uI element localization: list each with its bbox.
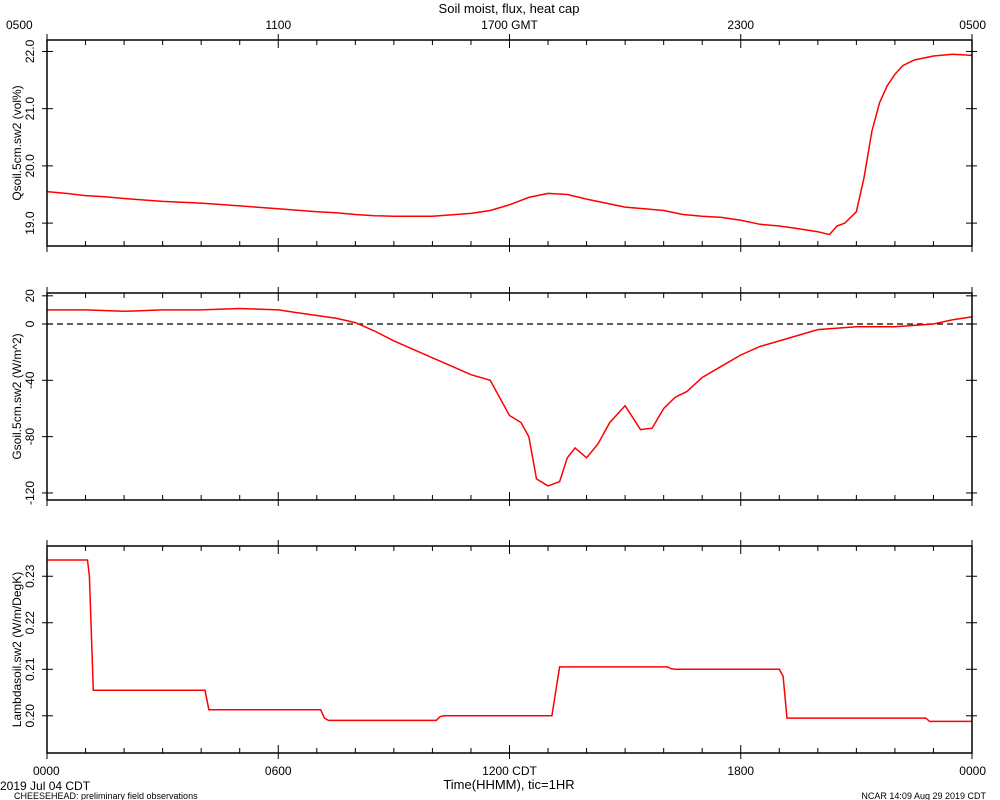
footer-note: CHEESEHEAD: preliminary field observatio… <box>14 791 198 800</box>
top-tick-label: 1100 <box>265 18 291 32</box>
chart-title: Soil moist, flux, heat cap <box>439 1 580 16</box>
panel-frame <box>46 39 973 247</box>
y-tick-label: -120 <box>23 481 37 505</box>
x-axis-label: Time(HHMM), tic=1HR <box>443 777 574 792</box>
y-tick-label: 20.0 <box>23 154 37 178</box>
y-axis-label: Gsoil.5cm.sw2 (W/m^2) <box>10 333 24 459</box>
top-tick-label: 2300 <box>727 18 754 32</box>
y-tick-label: 0.22 <box>23 611 37 635</box>
y-tick-label: 0 <box>23 320 37 327</box>
panel-2: -120 -80 -40 0 20 Gsoil.5cm.sw2 (W/m^2) <box>10 287 977 506</box>
bottom-tick-label: 0000 <box>33 764 60 778</box>
bottom-tick-label: 0600 <box>265 764 292 778</box>
y-tick-label: 19.0 <box>23 211 37 235</box>
y-tick-label: 20 <box>23 289 37 303</box>
footer-date: 2019 Jul 04 CDT <box>0 779 91 793</box>
top-tick-label: 0500 <box>959 18 986 32</box>
chart-panels: 19.0 20.0 21.0 22.0 Qsoil.5cm.sw2 (vol%) -120… <box>10 34 977 759</box>
panel-frame <box>46 292 973 501</box>
series-line <box>47 307 973 487</box>
y-tick-label: 22.0 <box>23 39 37 63</box>
panel-1: 19.0 20.0 21.0 22.0 Qsoil.5cm.sw2 (vol%) <box>10 34 977 252</box>
bottom-tick-label: 1800 <box>727 764 754 778</box>
y-tick-label: 0.21 <box>23 657 37 681</box>
footer-stamp: NCAR 14:09 Aug 29 2019 CDT <box>861 791 986 800</box>
y-tick-label: 21.0 <box>23 97 37 121</box>
bottom-tick-label: 0000 <box>959 764 986 778</box>
y-axis-label: Lambdasoil.sw2 (W/m/DegK) <box>10 572 24 727</box>
top-tick-label: 0500 <box>6 18 33 32</box>
y-axis-label: Qsoil.5cm.sw2 (vol%) <box>10 85 24 200</box>
y-tick-label: -40 <box>23 371 37 389</box>
top-tick-label: 1700 GMT <box>481 18 538 32</box>
series-line <box>46 53 973 236</box>
y-tick-label: 0.20 <box>23 704 37 728</box>
top-axis-tick-labels: 0500 1100 1700 GMT 2300 0500 <box>6 18 986 32</box>
series-line <box>47 559 972 723</box>
y-tick-label: 0.23 <box>23 564 37 588</box>
bottom-axis-tick-labels: 0000 0600 1200 CDT 1800 0000 <box>33 764 986 778</box>
y-tick-label: -80 <box>23 428 37 446</box>
bottom-tick-label: 1200 CDT <box>482 764 537 778</box>
panel-frame <box>46 545 973 754</box>
